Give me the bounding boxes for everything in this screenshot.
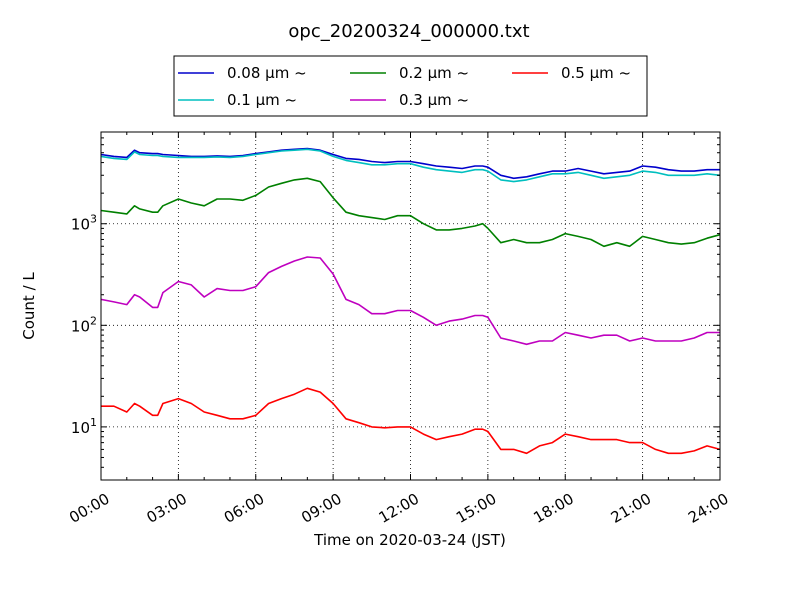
ticks-layer — [100, 131, 721, 481]
x-axis-label: Time on 2020-03-24 (JST) — [313, 531, 506, 549]
legend: 0.08 μm ~ 0.1 μm ~ 0.2 μm ~ 0.3 μm ~ 0.5 μm … — [173, 55, 648, 117]
x-tick-label: 00:00 — [66, 490, 112, 527]
legend-label: 0.08 μm ~ — [227, 64, 307, 82]
series-line-2 — [100, 148, 721, 183]
series-line-4 — [100, 256, 720, 346]
x-tick-label: 12:00 — [376, 490, 422, 527]
series-line-3 — [100, 177, 721, 248]
legend-box — [173, 55, 648, 117]
x-tick-labels: 00:00 03:00 06:00 09:00 12:00 15:00 18:00 21:00… — [66, 490, 731, 527]
x-tick-label: 09:00 — [298, 490, 344, 527]
y-tick-label: 102 — [71, 314, 97, 335]
chart-title: opc_20200324_000000.txt — [288, 21, 529, 42]
x-tick-label: 24:00 — [685, 490, 731, 527]
x-tick-label: 06:00 — [221, 490, 267, 527]
y-tick-label: 101 — [71, 416, 97, 437]
series-line-1 — [100, 147, 720, 180]
legend-label: 0.1 μm ~ — [227, 91, 297, 109]
x-tick-label: 15:00 — [453, 490, 499, 527]
x-tick-label: 21:00 — [608, 490, 654, 527]
legend-label: 0.5 μm ~ — [561, 64, 631, 82]
legend-label: 0.2 μm ~ — [399, 64, 469, 82]
series-line-5 — [101, 387, 721, 455]
y-tick-label: 103 — [71, 213, 97, 234]
series-layer — [100, 147, 721, 455]
legend-label: 0.3 μm ~ — [399, 91, 469, 109]
y-axis-label: Count / L — [20, 272, 38, 340]
y-tick-labels: 101 102 103 — [71, 213, 97, 437]
x-tick-label: 18:00 — [530, 490, 576, 527]
legend-items: 0.08 μm ~ 0.1 μm ~ 0.2 μm ~ 0.3 μm ~ 0.5 μm … — [178, 64, 631, 109]
x-tick-label: 03:00 — [144, 490, 190, 527]
